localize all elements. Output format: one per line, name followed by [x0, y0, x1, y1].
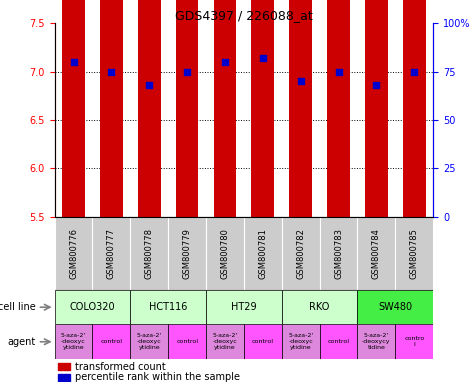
Text: RKO: RKO: [309, 302, 330, 312]
Text: GSM800782: GSM800782: [296, 228, 305, 279]
Text: GSM800776: GSM800776: [69, 228, 78, 279]
Point: [183, 68, 191, 74]
Text: 5-aza-2'
-deoxyc
ytidine: 5-aza-2' -deoxyc ytidine: [212, 333, 238, 350]
Bar: [100, 0, 123, 217]
Text: 5-aza-2'
-deoxyc
ytidine: 5-aza-2' -deoxyc ytidine: [288, 333, 314, 350]
Bar: [55, 217, 93, 290]
Bar: [55, 324, 93, 359]
Bar: [93, 217, 130, 290]
Bar: [365, 0, 388, 217]
Text: control: control: [176, 339, 198, 344]
Text: 5-aza-2'
-deoxyc
ytidine: 5-aza-2' -deoxyc ytidine: [137, 333, 162, 350]
Bar: [206, 290, 282, 324]
Text: GSM800781: GSM800781: [258, 228, 267, 279]
Bar: [214, 0, 237, 217]
Bar: [206, 217, 244, 290]
Text: GSM800780: GSM800780: [220, 228, 229, 279]
Bar: [130, 290, 206, 324]
Bar: [55, 290, 130, 324]
Point: [335, 68, 342, 74]
Bar: [58, 374, 70, 381]
Bar: [130, 217, 168, 290]
Text: contro
l: contro l: [404, 336, 424, 347]
Bar: [289, 0, 312, 217]
Text: 5-aza-2'
-deoxycy
tidine: 5-aza-2' -deoxycy tidine: [362, 333, 390, 350]
Bar: [358, 217, 395, 290]
Point: [70, 59, 77, 65]
Bar: [168, 217, 206, 290]
Bar: [62, 0, 85, 217]
Bar: [168, 324, 206, 359]
Text: transformed count: transformed count: [76, 362, 166, 372]
Bar: [251, 0, 274, 217]
Text: COLO320: COLO320: [70, 302, 115, 312]
Text: HT29: HT29: [231, 302, 256, 312]
Text: GSM800779: GSM800779: [182, 228, 191, 279]
Text: control: control: [252, 339, 274, 344]
Text: 5-aza-2'
-deoxyc
ytidine: 5-aza-2' -deoxyc ytidine: [61, 333, 86, 350]
Text: GSM800784: GSM800784: [372, 228, 381, 279]
Bar: [138, 0, 161, 217]
Bar: [320, 324, 358, 359]
Bar: [358, 290, 433, 324]
Text: agent: agent: [8, 337, 36, 347]
Text: SW480: SW480: [378, 302, 412, 312]
Point: [372, 82, 380, 88]
Text: GSM800777: GSM800777: [107, 228, 116, 279]
Bar: [244, 217, 282, 290]
Bar: [282, 217, 320, 290]
Title: GDS4397 / 226088_at: GDS4397 / 226088_at: [175, 9, 313, 22]
Point: [108, 68, 115, 74]
Text: cell line: cell line: [0, 302, 36, 312]
Text: control: control: [100, 339, 123, 344]
Bar: [176, 0, 199, 217]
Bar: [395, 217, 433, 290]
Text: GSM800783: GSM800783: [334, 228, 343, 279]
Bar: [244, 324, 282, 359]
Bar: [395, 324, 433, 359]
Text: GSM800778: GSM800778: [145, 228, 154, 279]
Point: [145, 82, 153, 88]
Bar: [282, 290, 358, 324]
Bar: [282, 324, 320, 359]
Point: [297, 78, 304, 84]
Bar: [327, 0, 350, 217]
Bar: [358, 324, 395, 359]
Bar: [93, 324, 130, 359]
Point: [410, 68, 418, 74]
Text: GSM800785: GSM800785: [410, 228, 419, 279]
Point: [221, 59, 229, 65]
Bar: [58, 363, 70, 371]
Bar: [320, 217, 358, 290]
Text: control: control: [328, 339, 350, 344]
Text: HCT116: HCT116: [149, 302, 187, 312]
Bar: [130, 324, 168, 359]
Text: percentile rank within the sample: percentile rank within the sample: [76, 372, 240, 382]
Bar: [206, 324, 244, 359]
Bar: [403, 0, 426, 217]
Point: [259, 55, 266, 61]
